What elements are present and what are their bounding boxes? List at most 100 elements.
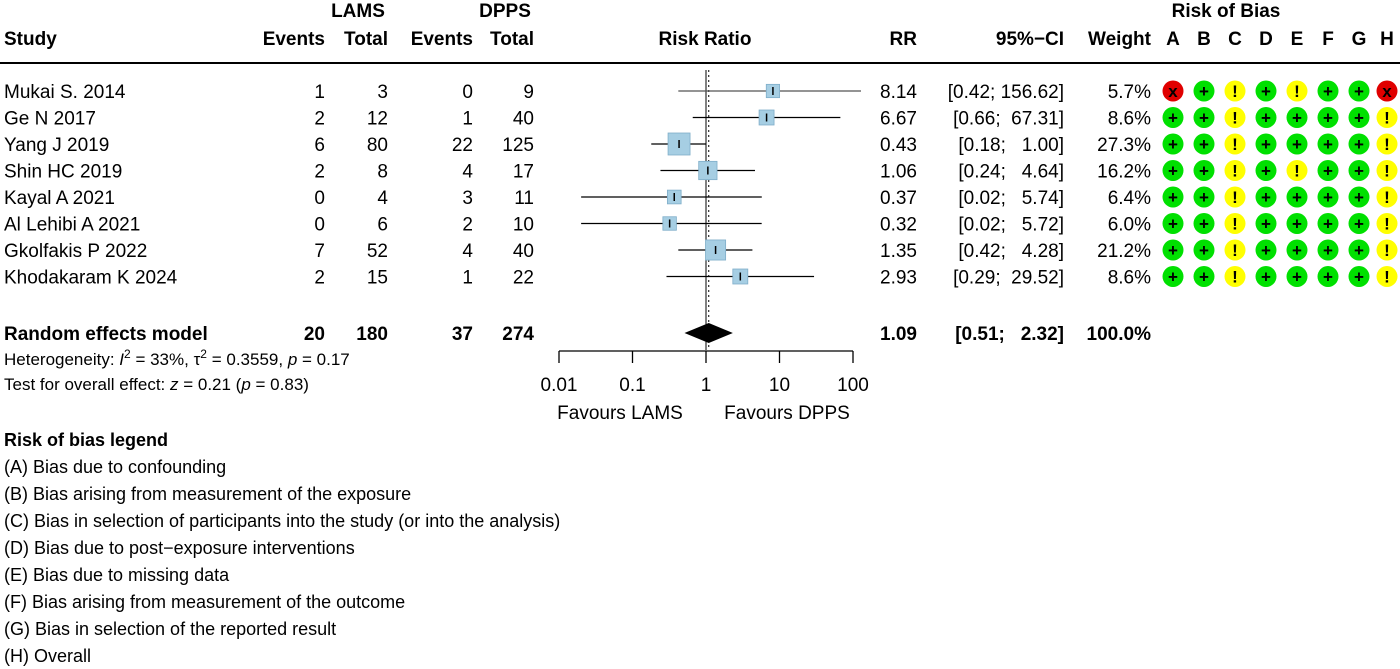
rob-symbol: + xyxy=(1354,162,1364,181)
pooled-name: Random effects model xyxy=(4,324,208,345)
rob-circle xyxy=(1376,107,1398,128)
rob-circle xyxy=(1193,107,1215,128)
rob-circle xyxy=(1162,160,1184,181)
events-lams: 2 xyxy=(314,162,325,183)
rob-symbol: ! xyxy=(1232,268,1238,287)
events-dpps: 3 xyxy=(462,188,473,209)
events-dpps: 1 xyxy=(462,109,473,130)
rob-circle xyxy=(1193,80,1215,102)
rob-circle xyxy=(1376,160,1398,181)
rob-circle xyxy=(1162,266,1184,287)
total-lams: 8 xyxy=(377,162,388,183)
rob-domain-header: A xyxy=(1166,29,1180,50)
rob-circle xyxy=(1376,186,1398,208)
ci-value: [0.42; 4.28] xyxy=(958,241,1064,262)
study-name: Ge N 2017 xyxy=(4,109,96,130)
rob-circle xyxy=(1317,213,1339,234)
rob-circle xyxy=(1224,186,1246,208)
rr-value: 6.67 xyxy=(880,109,917,130)
rob-circle xyxy=(1376,213,1398,234)
total-lams: 12 xyxy=(367,109,388,130)
rob-symbol: + xyxy=(1199,82,1209,101)
rob-symbol: + xyxy=(1323,268,1333,287)
rob-symbol: + xyxy=(1292,268,1302,287)
rob-circle xyxy=(1224,239,1246,261)
total-dpps: 11 xyxy=(514,188,534,209)
rob-symbol: + xyxy=(1199,215,1209,234)
rob-symbol: ! xyxy=(1384,215,1390,234)
events-dpps: 4 xyxy=(462,162,473,183)
rob-circle xyxy=(1224,213,1246,234)
legend-item: (D) Bias due to post−exposure interventi… xyxy=(4,538,355,558)
weight-value: 6.4% xyxy=(1108,188,1151,209)
rr-value: 2.93 xyxy=(880,268,917,289)
rob-symbol: x xyxy=(1382,82,1392,101)
pooled-diamond xyxy=(684,323,733,343)
rob-circle xyxy=(1193,239,1215,261)
total-dpps: 10 xyxy=(513,215,534,236)
rob-symbol: ! xyxy=(1384,241,1390,260)
total-lams: 52 xyxy=(367,241,388,262)
rob-circle xyxy=(1286,266,1308,287)
legend-item: (A) Bias due to confounding xyxy=(4,457,227,477)
total-dpps: 17 xyxy=(513,162,534,183)
rob-circle xyxy=(1286,107,1308,128)
favours-right: Favours DPPS xyxy=(724,403,850,424)
rob-symbol: + xyxy=(1292,241,1302,260)
rob-circle xyxy=(1376,266,1398,287)
rob-symbol: + xyxy=(1261,135,1271,154)
rob-circle xyxy=(1193,133,1215,155)
rob-circle xyxy=(1286,133,1308,155)
study-row: Shin HC 2019 2 8 4 17 1.06 [0.24; 4.64] 16.2% + +… xyxy=(4,160,1398,183)
rob-domain-header: E xyxy=(1291,29,1304,50)
events-dpps: 22 xyxy=(452,135,473,156)
rob-circle xyxy=(1224,107,1246,128)
header-total-2: Total xyxy=(490,29,534,50)
events-lams: 0 xyxy=(314,188,325,209)
rob-circle xyxy=(1317,266,1339,287)
legend-item: (G) Bias in selection of the reported re… xyxy=(4,619,337,639)
total-dpps: 125 xyxy=(502,135,534,156)
rob-symbol: + xyxy=(1354,215,1364,234)
rob-symbol: ! xyxy=(1294,162,1300,181)
rr-value: 0.43 xyxy=(880,135,917,156)
events-dpps: 2 xyxy=(462,215,473,236)
rob-symbol: + xyxy=(1323,109,1333,128)
events-lams: 2 xyxy=(314,268,325,289)
rob-symbol: + xyxy=(1199,162,1209,181)
study-name: Kayal A 2021 xyxy=(4,188,115,209)
total-lams: 3 xyxy=(377,82,388,103)
weight-value: 21.2% xyxy=(1097,241,1151,262)
rob-symbol: + xyxy=(1261,162,1271,181)
rob-circle xyxy=(1317,133,1339,155)
rob-symbol: ! xyxy=(1232,215,1238,234)
rob-symbol: + xyxy=(1323,82,1333,101)
rob-symbol: ! xyxy=(1232,135,1238,154)
rob-circle xyxy=(1255,80,1277,102)
rob-circle xyxy=(1348,186,1370,208)
rob-symbol: + xyxy=(1354,241,1364,260)
pooled-events-lams: 20 xyxy=(304,324,325,345)
rob-symbol: + xyxy=(1292,188,1302,207)
rob-symbol: + xyxy=(1323,241,1333,260)
ci-value: [0.02; 5.74] xyxy=(958,188,1064,209)
rob-domain-header: F xyxy=(1322,29,1334,50)
pooled-weight: 100.0% xyxy=(1087,324,1152,345)
rob-circle xyxy=(1193,213,1215,234)
rob-circle xyxy=(1348,213,1370,234)
rob-symbol: ! xyxy=(1232,241,1238,260)
header-weight: Weight xyxy=(1088,29,1152,50)
study-row: Mukai S. 2014 1 3 0 9 8.14 [0.42; 156.62] 5.7% x… xyxy=(4,80,1398,103)
rob-circle xyxy=(1348,107,1370,128)
study-row: Ge N 2017 2 12 1 40 6.67 [0.66; 67.31] 8.6% + +! +… xyxy=(4,107,1398,130)
heterogeneity-text: Heterogeneity: I2 = 33%, τ2 = 0.3559, p … xyxy=(4,347,350,369)
rob-symbol: + xyxy=(1261,82,1271,101)
rob-symbol: + xyxy=(1168,241,1178,260)
total-lams: 15 xyxy=(367,268,388,289)
rob-circle xyxy=(1376,133,1398,155)
weight-value: 27.3% xyxy=(1097,135,1151,156)
x-tick-label: 1 xyxy=(701,375,712,396)
rob-circle xyxy=(1162,213,1184,234)
rob-circle xyxy=(1255,239,1277,261)
header-total-1: Total xyxy=(344,29,388,50)
